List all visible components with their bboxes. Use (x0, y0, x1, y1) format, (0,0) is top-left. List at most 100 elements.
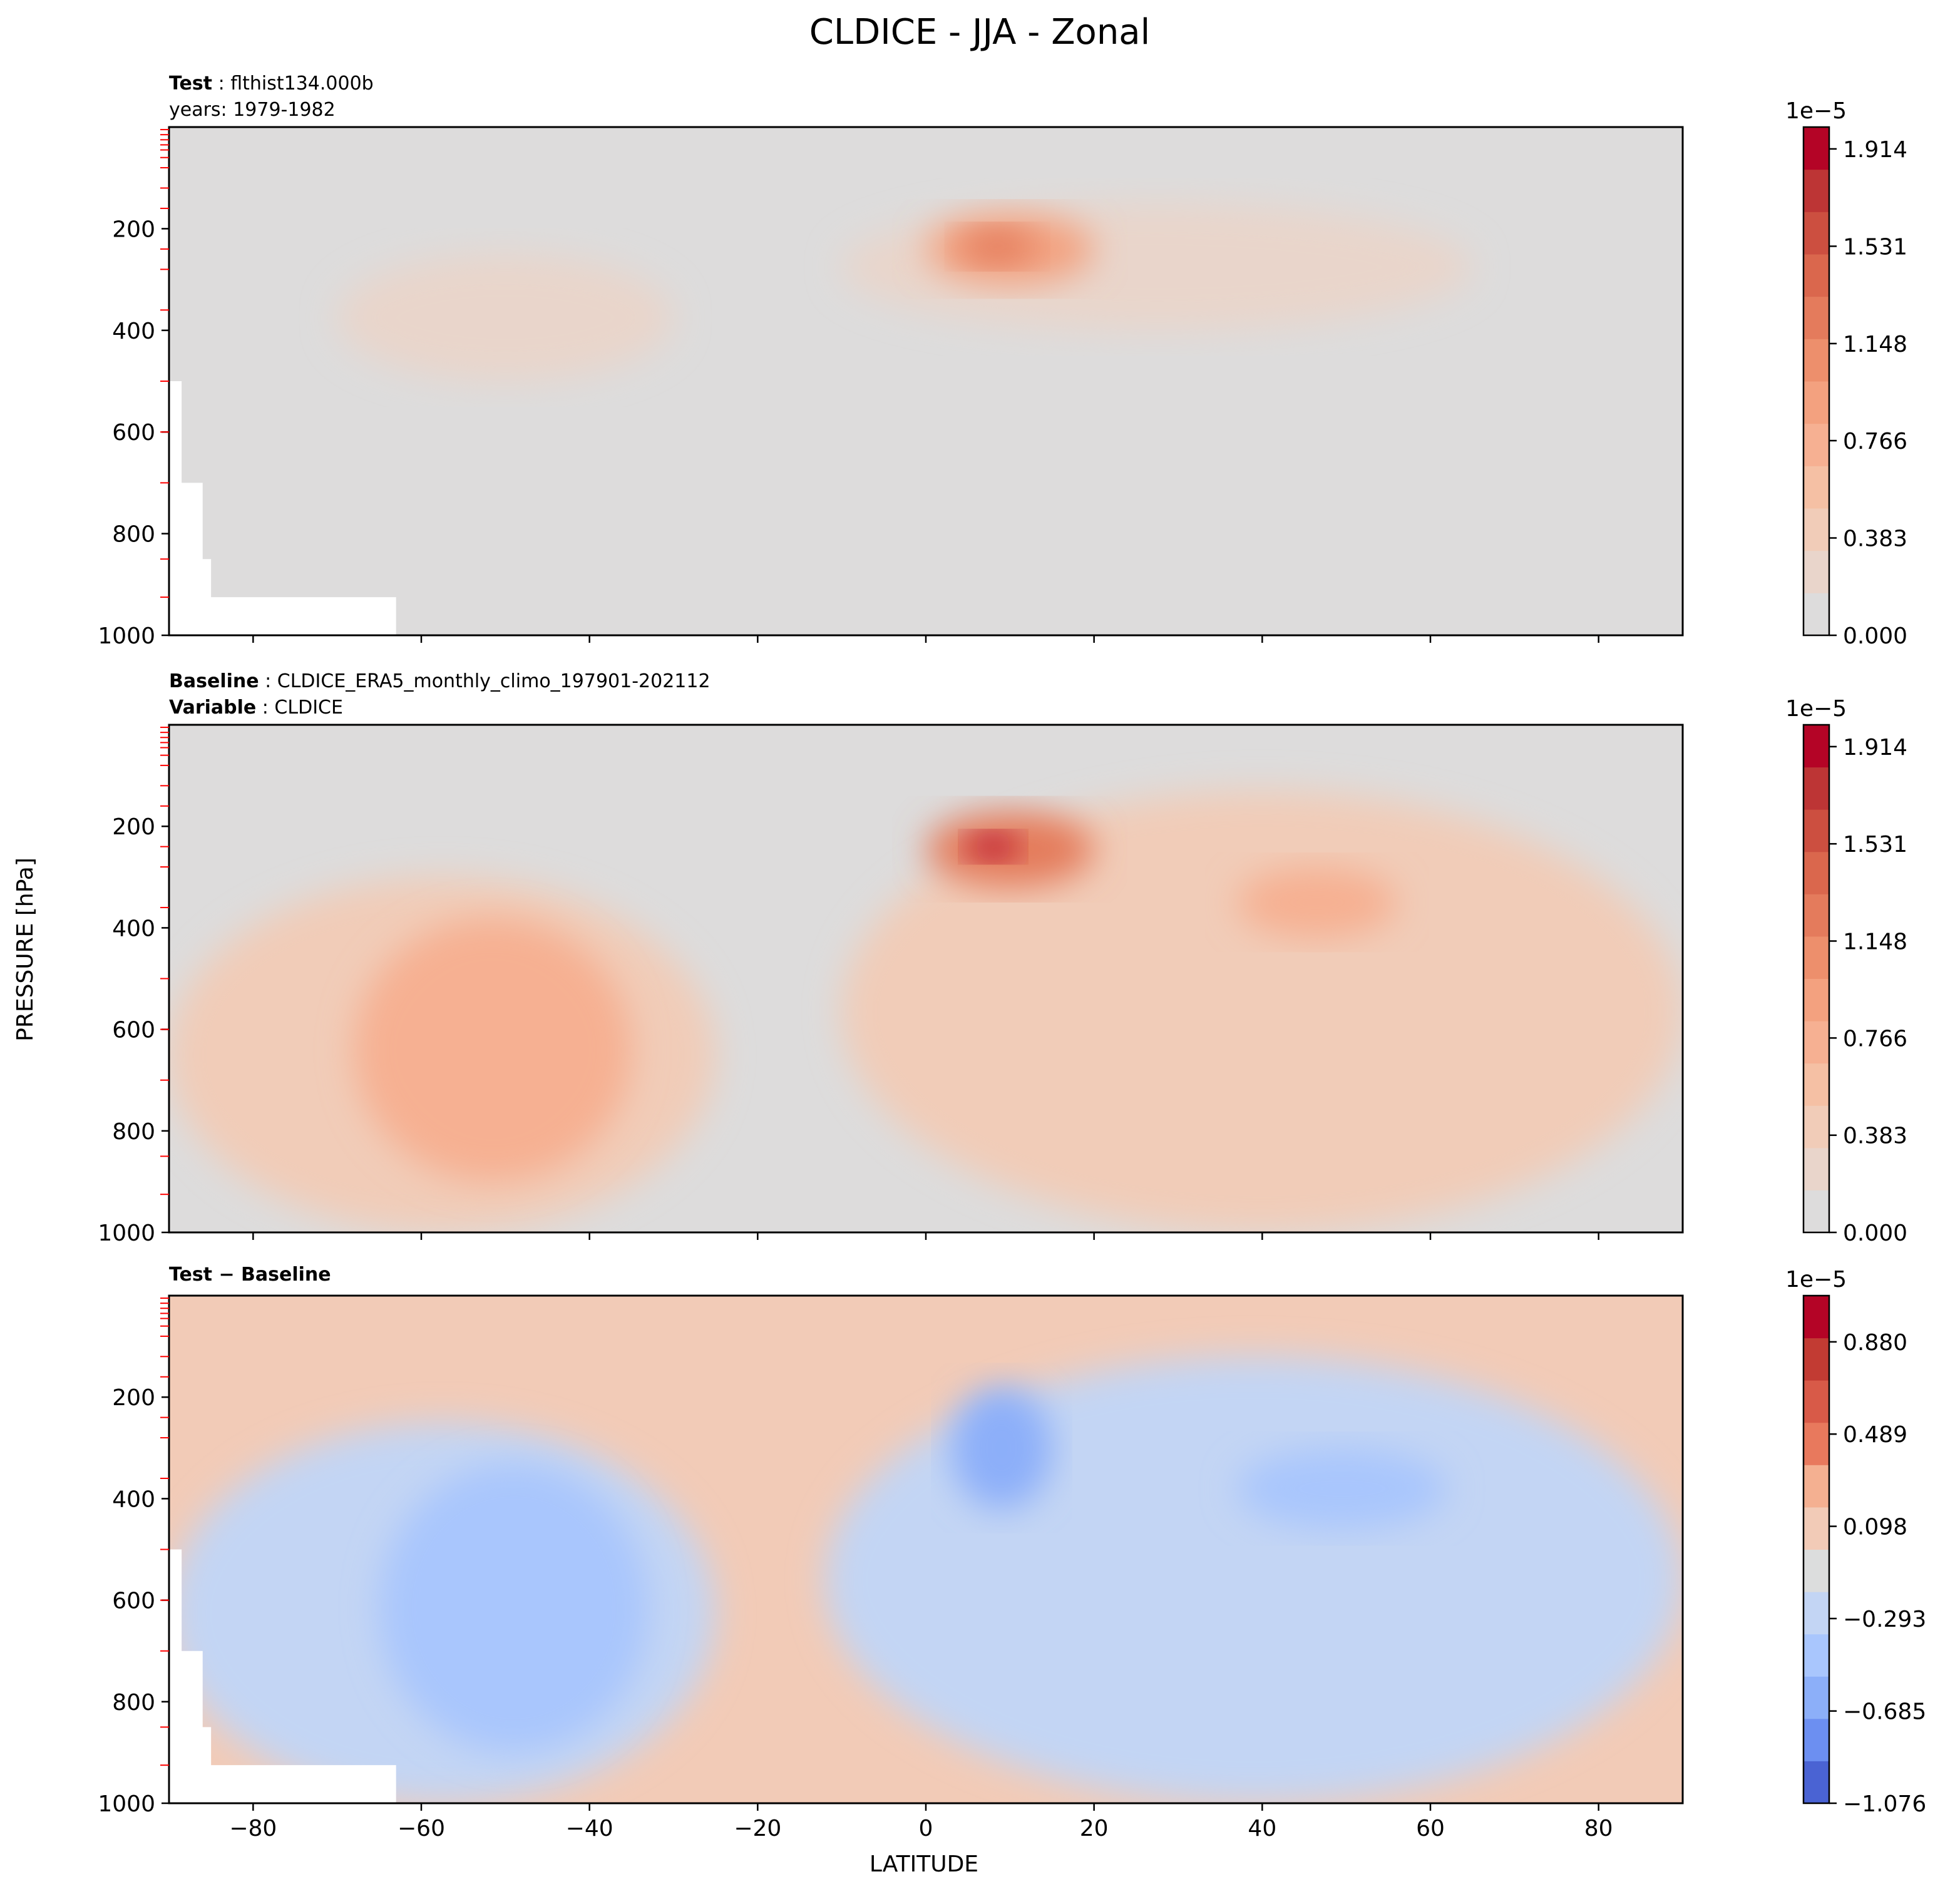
colorbar-tick-label: 0.489 (1843, 1422, 1907, 1448)
colorbar-segment (1804, 894, 1829, 937)
colorbar-exponent: 1e−5 (1785, 98, 1847, 124)
colorbar-tick-label: 1.148 (1843, 929, 1907, 955)
colorbar-tick-label: 1.914 (1843, 137, 1907, 163)
plot-area-difference (169, 1296, 1683, 1803)
colorbar-segment (1804, 466, 1829, 509)
colorbar-segment (1804, 1063, 1829, 1106)
colorbar-segment (1804, 1422, 1829, 1465)
panel-label-text: : flthist134.000b (212, 73, 374, 95)
colorbar-segment (1804, 593, 1829, 636)
plot-area-baseline (169, 725, 1683, 1232)
colorbar-segment (1804, 1634, 1829, 1677)
colorbar-tick-label: 1.148 (1843, 332, 1907, 357)
panel-label-text: : CLDICE (256, 697, 343, 719)
panel-label-bold: Test − Baseline (169, 1264, 331, 1286)
colorbar-segment (1804, 936, 1829, 979)
colorbar-tick-label: 1.531 (1843, 832, 1907, 857)
colorbar-test: 1e−5 0.000 0.383 0.766 1.148 1.531 1.914 (1785, 98, 1907, 649)
figure-title: CLDICE - JJA - Zonal (809, 12, 1150, 53)
colorbar-segment (1804, 339, 1829, 382)
colorbar-segment (1804, 1549, 1829, 1592)
y-tick-label: 800 (112, 1690, 155, 1716)
missing-data-mask (169, 1549, 396, 1803)
y-tick-label: 400 (112, 319, 155, 344)
colorbar-tick-label: −1.076 (1843, 1791, 1926, 1817)
panel-label: Test : flthist134.000b (169, 73, 374, 95)
colorbar-segment (1804, 127, 1829, 170)
y-tick-label: 400 (112, 916, 155, 941)
colorbar-difference: 1e−5 −1.076 −0.685 −0.293 0.098 0.489 0.880 (1785, 1267, 1926, 1817)
colorbar-segment (1804, 1296, 1829, 1339)
contour-region-core-5 (1237, 867, 1397, 938)
x-tick-label: −80 (229, 1816, 277, 1841)
x-tick-label: −20 (734, 1816, 781, 1841)
colorbar-segment (1804, 550, 1829, 593)
colorbar-segment (1804, 1021, 1829, 1064)
colorbar-segment (1804, 1105, 1829, 1149)
y-tick-label: 600 (112, 1589, 155, 1614)
colorbar-tick-label: 0.383 (1843, 1124, 1907, 1149)
y-tick-label: 1000 (98, 1791, 155, 1817)
x-tick-label: −60 (398, 1816, 445, 1841)
panel-label: Test − Baseline (169, 1264, 331, 1286)
colorbar-segment (1804, 1507, 1829, 1550)
colorbar-tick-label: −0.685 (1843, 1699, 1926, 1725)
colorbar-segment (1804, 1147, 1829, 1190)
colorbar-segment (1804, 809, 1829, 852)
colorbar-segment (1804, 1465, 1829, 1508)
colorbar-frame (1802, 126, 1830, 637)
y-axis-label: PRESSURE [hPa] (13, 857, 38, 1042)
colorbar-tick-label: 0.766 (1843, 429, 1907, 454)
contour-region-core-2 (354, 918, 632, 1182)
colorbar-segment (1804, 169, 1829, 212)
x-tick-label: 40 (1248, 1816, 1276, 1841)
contour-region-core-3 (951, 1386, 1052, 1509)
y-tick-label: 200 (112, 217, 155, 242)
contour-region-core-3 (959, 228, 1035, 265)
y-tick-label: 1000 (98, 1221, 155, 1246)
contour-region-core-4 (1237, 1448, 1447, 1530)
y-tick-label: 600 (112, 420, 155, 446)
x-tick-label: 0 (919, 1816, 933, 1841)
colorbar-tick-label: 0.766 (1843, 1026, 1907, 1052)
colorbar-exponent: 1e−5 (1785, 696, 1847, 722)
colorbar-segment (1804, 1761, 1829, 1804)
colorbar-tick-label: 1.531 (1843, 234, 1907, 260)
colorbar-segment (1804, 1380, 1829, 1423)
x-tick-label: 80 (1584, 1816, 1613, 1841)
colorbar-segment (1804, 1718, 1829, 1761)
colorbar-segment (1804, 1592, 1829, 1635)
colorbar-segment (1804, 212, 1829, 255)
panel-difference: 200 400 600 800 1000 −80 −60 −40 −20 0 20 40 60 80 Tes… (98, 1264, 1926, 1841)
contour-region-band-1 (841, 791, 1683, 1232)
colorbar-segment (1804, 1338, 1829, 1381)
panel-test: 200 400 600 800 1000 Test : flthist134.000b ye… (98, 73, 1907, 649)
panel-label-bold: Baseline (169, 670, 259, 692)
colorbar-tick-label: 0.098 (1843, 1515, 1907, 1540)
y-tick-label: 800 (112, 1119, 155, 1145)
y-tick-label: 600 (112, 1018, 155, 1043)
colorbar-tick-label: 0.880 (1843, 1330, 1907, 1356)
panel-label: Baseline : CLDICE_ERA5_monthly_climo_197… (169, 670, 711, 692)
colorbar-segment (1804, 1190, 1829, 1233)
colorbar-frame (1802, 1294, 1830, 1804)
colorbar-segment (1804, 767, 1829, 810)
y-tick-label: 800 (112, 522, 155, 548)
x-tick-label: −40 (566, 1816, 613, 1841)
colorbar-segment (1804, 254, 1829, 297)
background-field (169, 127, 1683, 635)
contour-region-core-2 (379, 1463, 649, 1753)
colorbar-segment (1804, 851, 1829, 894)
colorbar-segment (1804, 978, 1829, 1021)
colorbar-segment (1804, 423, 1829, 466)
y-tick-label: 400 (112, 1487, 155, 1512)
colorbar-tick-label: 0.383 (1843, 526, 1907, 552)
x-axis-label: LATITUDE (870, 1851, 978, 1877)
y-tick-label: 200 (112, 814, 155, 840)
y-tick-label: 200 (112, 1385, 155, 1411)
missing-data-mask (169, 381, 396, 635)
contour-region-core-4 (968, 834, 1018, 859)
panel-label-bold: Variable (169, 697, 256, 719)
panel-label-line2: Variable : CLDICE (169, 697, 343, 719)
